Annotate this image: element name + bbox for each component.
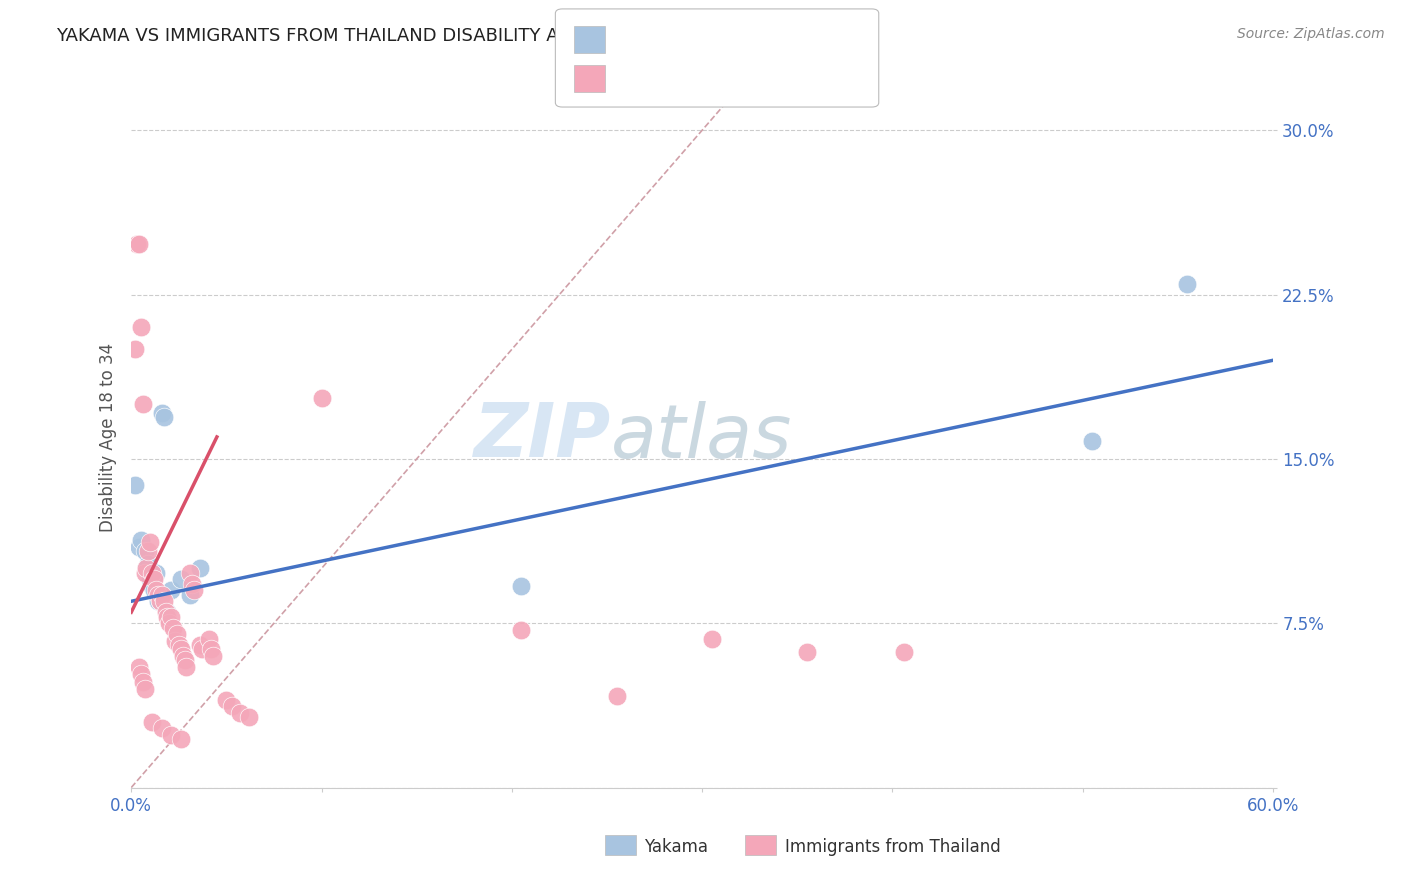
Point (1177, 277, 1199, 291)
Point (181, 576, 204, 591)
Point (134, 566, 156, 580)
Point (138, 544, 160, 558)
Point (796, 645, 818, 659)
Point (167, 638, 190, 652)
Point (170, 573, 193, 587)
Point (179, 588, 201, 602)
Point (131, 397, 153, 411)
Point (311, 391, 333, 405)
Text: Source: ZipAtlas.com: Source: ZipAtlas.com (1237, 27, 1385, 41)
Point (138, 557, 160, 571)
Text: N = 54: N = 54 (745, 69, 813, 87)
Point (188, 638, 211, 652)
Point (128, 540, 150, 554)
Point (200, 642, 222, 657)
Point (198, 632, 221, 646)
Point (145, 566, 167, 580)
Y-axis label: Disability Age 18 to 34: Disability Age 18 to 34 (100, 343, 117, 532)
Point (172, 648, 194, 663)
Point (238, 710, 260, 724)
Point (163, 633, 186, 648)
Point (190, 642, 212, 657)
Point (170, 732, 193, 747)
Point (135, 561, 157, 575)
Point (134, 681, 156, 696)
Point (129, 320, 152, 334)
Point (146, 594, 169, 608)
Point (183, 583, 205, 598)
Point (150, 722, 173, 736)
Point (156, 605, 179, 619)
Text: Yakama: Yakama (644, 838, 709, 856)
Point (150, 588, 173, 602)
Point (179, 566, 201, 580)
Point (141, 714, 163, 729)
Point (143, 583, 166, 598)
Point (124, 478, 146, 492)
Text: R = 0.296: R = 0.296 (613, 69, 703, 87)
Point (188, 561, 211, 575)
Point (152, 594, 174, 608)
Point (128, 237, 150, 252)
Point (152, 410, 174, 425)
Point (149, 594, 172, 608)
Text: R = 0.588: R = 0.588 (613, 29, 703, 47)
Point (156, 609, 179, 624)
Point (510, 623, 533, 637)
Point (139, 573, 162, 587)
Point (893, 645, 915, 659)
Point (221, 699, 243, 714)
Point (166, 627, 188, 641)
Point (149, 594, 172, 608)
Point (176, 660, 198, 674)
Text: atlas: atlas (610, 401, 792, 473)
Point (129, 666, 152, 681)
Point (143, 573, 166, 587)
Point (129, 533, 152, 547)
Point (128, 660, 150, 674)
Point (170, 642, 193, 657)
Point (150, 406, 173, 420)
Point (160, 728, 183, 742)
Point (155, 605, 177, 619)
Point (145, 583, 167, 598)
Point (1081, 434, 1104, 449)
Point (139, 535, 162, 549)
Text: Immigrants from Thailand: Immigrants from Thailand (785, 838, 1000, 856)
Text: ZIP: ZIP (474, 401, 610, 474)
Point (160, 583, 183, 598)
Point (173, 653, 195, 667)
Point (134, 544, 156, 558)
Point (124, 343, 146, 357)
Point (162, 621, 184, 635)
Text: YAKAMA VS IMMIGRANTS FROM THAILAND DISABILITY AGE 18 TO 34 CORRELATION CHART: YAKAMA VS IMMIGRANTS FROM THAILAND DISAB… (56, 27, 872, 45)
Point (215, 693, 238, 707)
Point (202, 648, 225, 663)
Point (229, 706, 252, 720)
Point (131, 675, 153, 690)
Point (135, 561, 157, 575)
Text: N = 22: N = 22 (745, 29, 813, 47)
Point (157, 616, 180, 631)
Point (141, 566, 163, 580)
Point (141, 579, 163, 593)
Point (510, 579, 533, 593)
Point (700, 632, 723, 646)
Point (146, 588, 169, 602)
Point (606, 689, 628, 703)
Point (125, 237, 148, 252)
Point (160, 609, 183, 624)
